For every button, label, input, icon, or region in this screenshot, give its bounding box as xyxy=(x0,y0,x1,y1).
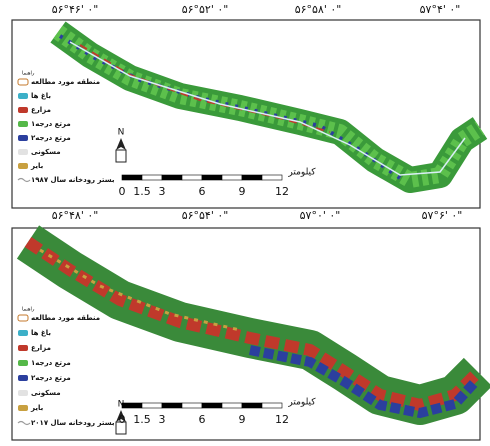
legend-swatch xyxy=(18,390,28,396)
legend-label: بایر xyxy=(30,162,44,170)
legend-label: مرتع درجه۲ xyxy=(31,134,71,142)
legend-label: بستر رودخانه سال ۲۰۱۷ xyxy=(31,419,115,427)
scale-label: 6 xyxy=(199,413,206,426)
coordinate-label: ۵۷°۰' ۰" xyxy=(300,209,341,222)
legend-label: مرتع درجه۱ xyxy=(31,120,71,128)
scale-label: 12 xyxy=(275,413,289,426)
scale-bar-segment xyxy=(142,175,162,180)
scale-bar-segment xyxy=(262,175,282,180)
legend-title: راهنما xyxy=(22,71,35,77)
legend-swatch xyxy=(18,79,28,85)
legend-swatch xyxy=(18,345,28,351)
legend-label: بستر رودخانه سال ۱۹۸۷ xyxy=(31,176,115,184)
scale-label: 0 xyxy=(119,185,126,198)
scale-bar-segment xyxy=(262,403,282,408)
legend-swatch xyxy=(18,149,28,155)
scale-bar-segment xyxy=(222,403,242,408)
scale-bar-segment xyxy=(122,403,142,408)
coordinate-label: ۵۷°۴' ۰" xyxy=(420,3,461,16)
coordinate-label: ۵۶°۴۸' ۰" xyxy=(52,209,99,222)
coordinate-label: ۵۷°۶' ۰" xyxy=(422,209,463,222)
scale-label: 9 xyxy=(239,413,246,426)
coordinate-label: ۵۶°۵۲' ۰" xyxy=(182,3,229,16)
background xyxy=(0,0,490,446)
legend-label: مسکونی xyxy=(31,389,61,397)
legend-label: باغ ها xyxy=(31,92,51,100)
legend-label: منطقه مورد مطالعه xyxy=(31,78,100,86)
legend-swatch xyxy=(18,135,28,141)
scale-bar-segment xyxy=(182,175,202,180)
legend-swatch xyxy=(18,330,28,336)
legend-label: منطقه مورد مطالعه xyxy=(31,314,100,322)
legend-swatch xyxy=(18,375,28,381)
scale-bar-segment xyxy=(242,175,262,180)
scale-bar-segment xyxy=(242,403,262,408)
legend-label: مرتع درجه۱ xyxy=(31,359,71,367)
north-label: N xyxy=(118,128,125,138)
scale-label: 0 xyxy=(119,413,126,426)
scale-bar-segment xyxy=(202,403,222,408)
legend-title: راهنما xyxy=(22,307,35,313)
scale-bar-segment xyxy=(182,403,202,408)
scale-label: 12 xyxy=(275,185,289,198)
legend-label: مرتع درجه۲ xyxy=(31,374,71,382)
scale-bar-segment xyxy=(162,175,182,180)
scale-bar-segment xyxy=(202,175,222,180)
scale-bar-segment xyxy=(222,175,242,180)
coordinate-label: ۵۶°۴۶' ۰" xyxy=(52,3,99,16)
scale-bar-segment xyxy=(142,403,162,408)
scale-unit: کیلومتر xyxy=(287,398,316,408)
legend-swatch xyxy=(18,315,28,321)
scale-bar-segment xyxy=(122,175,142,180)
map-figure: ۵۶°۴۶' ۰" ۵۶°۵۲' ۰" ۵۶°۵۸' ۰" ۵۷°۴' ۰" راهنم… xyxy=(0,0,490,446)
legend-label: بایر xyxy=(30,404,44,412)
scale-unit: کیلومتر xyxy=(287,168,316,178)
legend-swatch xyxy=(18,360,28,366)
scale-bar-segment xyxy=(162,403,182,408)
legend-swatch xyxy=(18,107,28,113)
legend-label: مزارع xyxy=(31,106,51,114)
legend-label: مزارع xyxy=(31,344,51,352)
legend-swatch xyxy=(18,163,28,169)
legend-swatch xyxy=(18,121,28,127)
legend-swatch xyxy=(18,93,28,99)
scale-label: 3 xyxy=(159,413,166,426)
scale-label: 9 xyxy=(239,185,246,198)
scale-label: 6 xyxy=(199,185,206,198)
coordinate-label: ۵۶°۵۸' ۰" xyxy=(295,3,342,16)
legend-label: مسکونی xyxy=(31,148,61,156)
coordinate-label: ۵۶°۵۴' ۰" xyxy=(182,209,229,222)
legend-swatch xyxy=(18,405,28,411)
scale-label: 1.5 xyxy=(133,185,151,198)
scale-label: 3 xyxy=(159,185,166,198)
scale-label: 1.5 xyxy=(133,413,151,426)
legend-label: باغ ها xyxy=(31,329,51,337)
